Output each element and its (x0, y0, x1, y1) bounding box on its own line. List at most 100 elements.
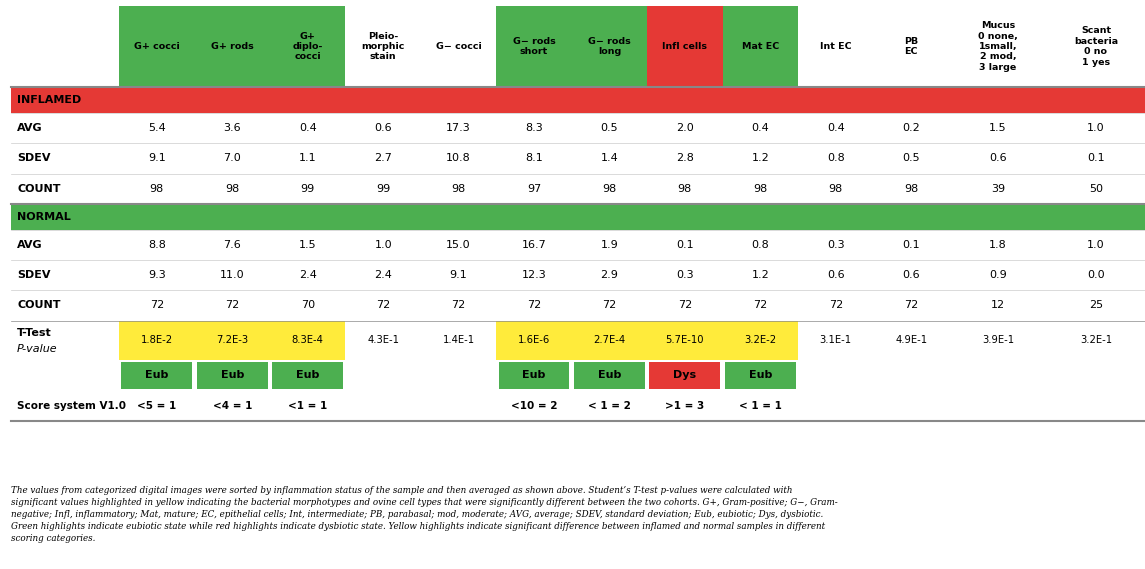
Text: 2.9: 2.9 (600, 270, 618, 280)
Text: 1.6E-6: 1.6E-6 (518, 336, 550, 345)
Text: AVG: AVG (17, 240, 42, 250)
Text: 12.3: 12.3 (522, 270, 546, 280)
Text: 9.1: 9.1 (148, 154, 166, 163)
Text: G− rods
long: G− rods long (589, 37, 631, 56)
Text: 72: 72 (905, 300, 918, 311)
Text: 0.3: 0.3 (676, 270, 694, 280)
Text: 7.0: 7.0 (223, 154, 242, 163)
FancyBboxPatch shape (121, 362, 192, 389)
Text: 0.1: 0.1 (1087, 154, 1105, 163)
Text: INFLAMED: INFLAMED (17, 95, 81, 105)
Text: 8.8: 8.8 (148, 240, 166, 250)
Text: 2.7: 2.7 (374, 154, 392, 163)
Text: T-Test: T-Test (17, 328, 52, 339)
Text: 0.8: 0.8 (751, 240, 769, 250)
Text: Eub: Eub (221, 370, 244, 381)
Text: 3.1E-1: 3.1E-1 (820, 336, 852, 345)
Text: 0.5: 0.5 (902, 154, 919, 163)
FancyBboxPatch shape (273, 362, 344, 389)
Text: <1 = 1: <1 = 1 (289, 401, 327, 411)
Text: Infl cells: Infl cells (662, 42, 708, 51)
Text: 9.1: 9.1 (450, 270, 467, 280)
Text: 1.4E-1: 1.4E-1 (442, 336, 475, 345)
Text: >1 = 3: >1 = 3 (665, 401, 704, 411)
Text: 4.9E-1: 4.9E-1 (895, 336, 927, 345)
Text: 4.3E-1: 4.3E-1 (368, 336, 400, 345)
Text: Pleio-
morphic
stain: Pleio- morphic stain (362, 32, 405, 61)
FancyBboxPatch shape (722, 321, 798, 360)
Text: 72: 72 (451, 300, 466, 311)
FancyBboxPatch shape (498, 362, 569, 389)
Text: 3.2E-2: 3.2E-2 (744, 336, 776, 345)
Text: G+ rods: G+ rods (211, 42, 254, 51)
Text: 1.8: 1.8 (989, 240, 1006, 250)
FancyBboxPatch shape (574, 362, 645, 389)
Text: 0.6: 0.6 (374, 123, 392, 133)
FancyBboxPatch shape (11, 88, 1145, 113)
Text: 97: 97 (527, 184, 542, 194)
Text: 99: 99 (376, 184, 390, 194)
Text: G+ cocci: G+ cocci (134, 42, 180, 51)
Text: 8.3: 8.3 (526, 123, 543, 133)
Text: 25: 25 (1089, 300, 1103, 311)
Text: 9.3: 9.3 (148, 270, 166, 280)
Text: 5.4: 5.4 (148, 123, 166, 133)
Text: 2.7E-4: 2.7E-4 (593, 336, 625, 345)
FancyBboxPatch shape (571, 321, 647, 360)
Text: PB
EC: PB EC (905, 37, 918, 56)
Text: 7.2E-3: 7.2E-3 (216, 336, 248, 345)
Text: Eub: Eub (598, 370, 621, 381)
Text: 72: 72 (602, 300, 616, 311)
Text: 72: 72 (226, 300, 239, 311)
Text: 3.6: 3.6 (223, 123, 242, 133)
Text: 16.7: 16.7 (522, 240, 546, 250)
Text: 72: 72 (829, 300, 843, 311)
FancyBboxPatch shape (195, 6, 270, 88)
Text: 98: 98 (226, 184, 239, 194)
FancyBboxPatch shape (11, 204, 1145, 230)
Text: 98: 98 (602, 184, 616, 194)
Text: 2.0: 2.0 (676, 123, 694, 133)
Text: < 1 = 1: < 1 = 1 (739, 401, 782, 411)
Text: 1.9: 1.9 (601, 240, 618, 250)
Text: 72: 72 (678, 300, 692, 311)
Text: 0.6: 0.6 (902, 270, 919, 280)
Text: 0.5: 0.5 (601, 123, 618, 133)
Text: 98: 98 (451, 184, 466, 194)
Text: 72: 72 (376, 300, 390, 311)
Text: 8.3E-4: 8.3E-4 (292, 336, 324, 345)
Text: 11.0: 11.0 (220, 270, 245, 280)
Text: P-value: P-value (17, 344, 57, 354)
Text: 2.4: 2.4 (299, 270, 317, 280)
FancyBboxPatch shape (647, 6, 722, 88)
Text: 98: 98 (753, 184, 767, 194)
Text: 98: 98 (829, 184, 843, 194)
Text: Eub: Eub (297, 370, 319, 381)
FancyBboxPatch shape (197, 362, 268, 389)
Text: 12: 12 (990, 300, 1005, 311)
Text: AVG: AVG (17, 123, 42, 133)
Text: NORMAL: NORMAL (17, 212, 71, 222)
Text: 7.6: 7.6 (223, 240, 242, 250)
Text: 98: 98 (150, 184, 164, 194)
Text: Mat EC: Mat EC (742, 42, 779, 51)
Text: Eub: Eub (145, 370, 168, 381)
FancyBboxPatch shape (119, 6, 195, 88)
Text: 0.2: 0.2 (902, 123, 921, 133)
Text: 70: 70 (301, 300, 315, 311)
Text: 1.2: 1.2 (751, 270, 769, 280)
Text: 0.4: 0.4 (827, 123, 845, 133)
Text: COUNT: COUNT (17, 184, 61, 194)
Text: 2.4: 2.4 (374, 270, 392, 280)
Text: 72: 72 (150, 300, 164, 311)
Text: 72: 72 (753, 300, 767, 311)
Text: 0.4: 0.4 (299, 123, 316, 133)
Text: Mucus
0 none,
1small,
2 mod,
3 large: Mucus 0 none, 1small, 2 mod, 3 large (978, 21, 1018, 72)
Text: 0.1: 0.1 (676, 240, 694, 250)
Text: < 1 = 2: < 1 = 2 (589, 401, 631, 411)
FancyBboxPatch shape (571, 6, 647, 88)
FancyBboxPatch shape (722, 6, 798, 88)
Text: The values from categorized digital images were sorted by inflammation status of: The values from categorized digital imag… (11, 486, 838, 543)
Text: 99: 99 (301, 184, 315, 194)
FancyBboxPatch shape (647, 321, 722, 360)
